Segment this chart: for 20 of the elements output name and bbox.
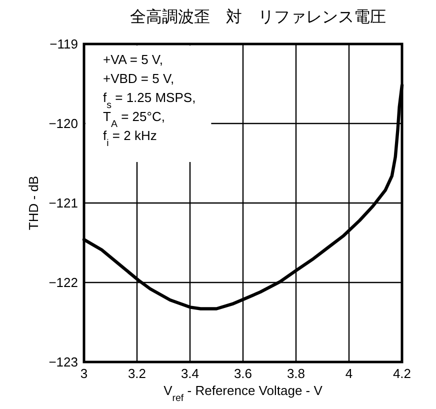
x-axis-title: V$_{ref}$ - Reference Voltage - V [164,383,323,404]
y-tick-label: −121 [48,196,78,210]
x-tick-label: 3.6 [234,366,252,381]
annotation: f$_{s}$ = 1.25 MSPS, [103,90,196,110]
y-tick-label: −120 [48,116,78,131]
annotation: +VA = 5 V, [103,52,163,67]
annotation: +VBD = 5 V, [103,71,174,86]
y-tick-label: −119 [50,36,78,52]
annotation: f$_{i}$ = 2 kHz [103,128,157,148]
y-axis-title: THD - dB [26,176,41,230]
x-tick-label: 3.8 [286,366,306,381]
x-tick-label: 4.2 [392,366,412,381]
x-tick-label: 3.2 [128,366,146,381]
y-tick-label: −123 [48,354,78,370]
x-tick-label: 3.4 [180,366,200,381]
y-tick-label: −122 [48,275,78,290]
x-tick-label: 3 [80,366,88,381]
annotation: T$_{A}$ = 25°C, [103,109,165,130]
chart-title: 全高調波歪 対 リファレンス電圧 [130,8,386,26]
x-tick-label: 4 [345,366,353,381]
